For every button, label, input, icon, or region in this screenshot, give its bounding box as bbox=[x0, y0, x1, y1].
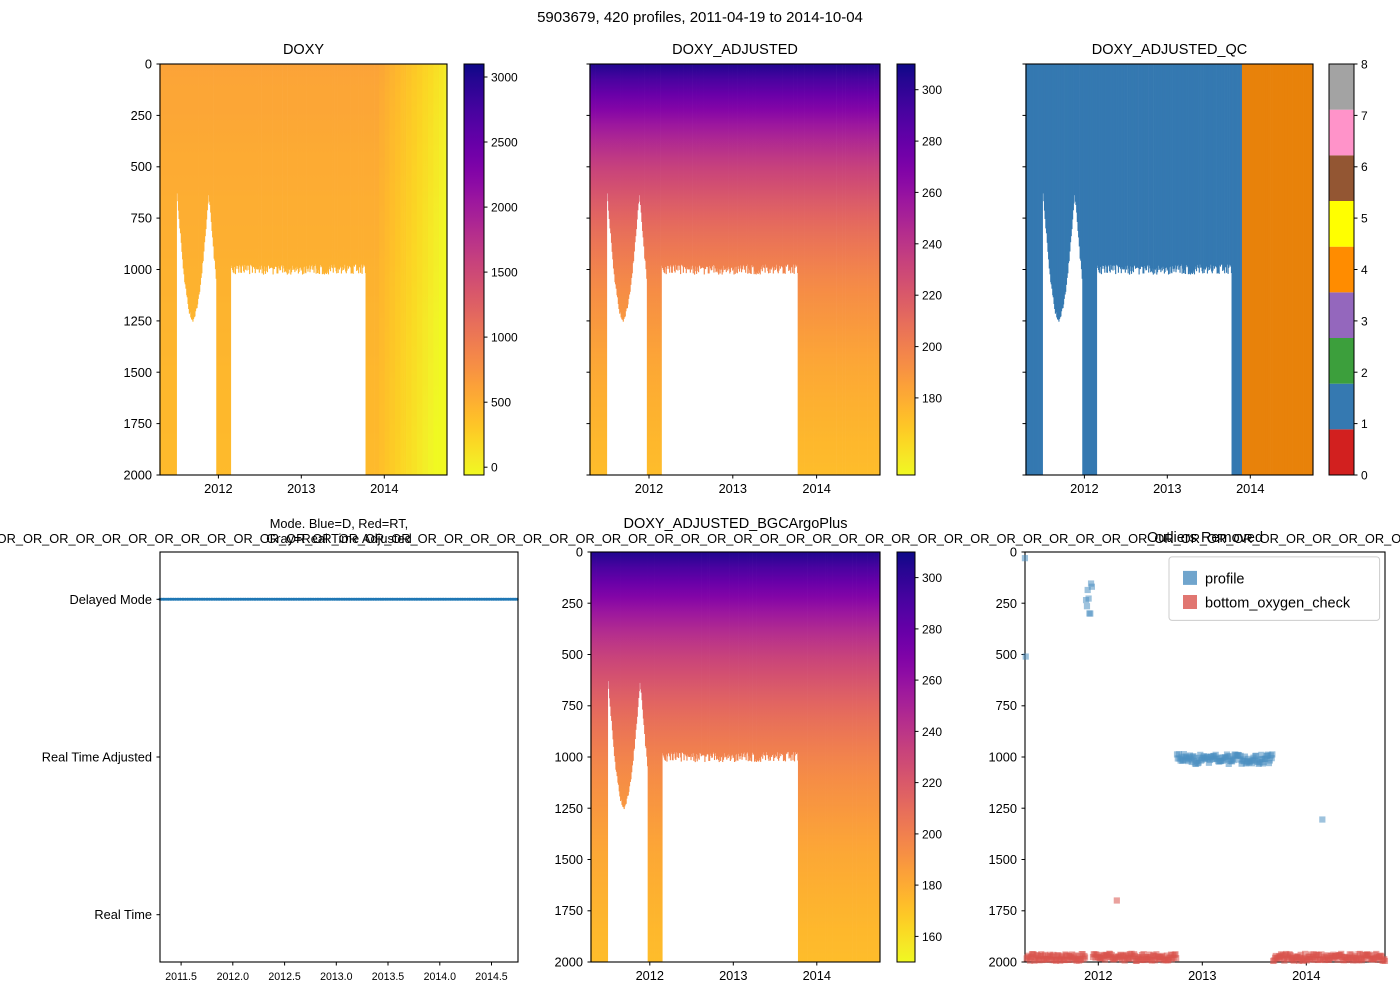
svg-text:750: 750 bbox=[562, 698, 583, 713]
svg-text:2014.0: 2014.0 bbox=[424, 971, 457, 983]
svg-text:260: 260 bbox=[922, 674, 942, 688]
svg-text:2014: 2014 bbox=[802, 481, 830, 496]
svg-text:2011.5: 2011.5 bbox=[165, 971, 197, 983]
svg-text:2012.0: 2012.0 bbox=[217, 971, 250, 983]
svg-text:1500: 1500 bbox=[124, 365, 152, 380]
svg-text:DOXY: DOXY bbox=[283, 42, 324, 58]
svg-text:2012: 2012 bbox=[1070, 481, 1098, 496]
svg-text:500: 500 bbox=[491, 396, 511, 410]
svg-text:3000: 3000 bbox=[491, 71, 518, 85]
svg-text:250: 250 bbox=[562, 596, 583, 611]
svg-text:180: 180 bbox=[922, 879, 942, 893]
svg-text:Delayed Mode: Delayed Mode bbox=[69, 592, 152, 607]
svg-text:2014: 2014 bbox=[803, 968, 831, 983]
svg-text:250: 250 bbox=[996, 596, 1017, 611]
svg-text:Real Time Adjusted: Real Time Adjusted bbox=[42, 750, 152, 765]
svg-text:750: 750 bbox=[131, 211, 152, 226]
svg-text:7: 7 bbox=[1361, 109, 1368, 123]
svg-text:2014: 2014 bbox=[1236, 481, 1264, 496]
svg-text:1: 1 bbox=[1361, 417, 1368, 431]
svg-text:1000: 1000 bbox=[124, 262, 152, 277]
svg-text:6: 6 bbox=[1361, 160, 1368, 174]
svg-text:280: 280 bbox=[922, 135, 942, 149]
svg-text:0: 0 bbox=[145, 57, 152, 72]
svg-text:2013: 2013 bbox=[1153, 481, 1181, 496]
svg-text:2013: 2013 bbox=[719, 968, 747, 983]
svg-text:1000: 1000 bbox=[989, 750, 1017, 765]
svg-text:280: 280 bbox=[922, 622, 942, 636]
svg-text:1500: 1500 bbox=[555, 852, 583, 867]
svg-text:_OR_OR_OR_OR_OR_OR_OR_OR_OR_OR: _OR_OR_OR_OR_OR_OR_OR_OR_OR_OR_OR_OR_OR_… bbox=[0, 531, 1400, 546]
svg-text:1250: 1250 bbox=[124, 313, 152, 328]
svg-text:DOXY_ADJUSTED: DOXY_ADJUSTED bbox=[672, 42, 798, 58]
svg-text:profile: profile bbox=[1205, 571, 1245, 587]
svg-text:160: 160 bbox=[922, 930, 942, 944]
svg-text:4: 4 bbox=[1361, 263, 1368, 277]
svg-text:2012: 2012 bbox=[204, 481, 232, 496]
svg-text:5: 5 bbox=[1361, 212, 1368, 226]
svg-text:8: 8 bbox=[1361, 58, 1368, 72]
svg-text:500: 500 bbox=[562, 647, 583, 662]
svg-text:240: 240 bbox=[922, 725, 942, 739]
svg-text:Real Time: Real Time bbox=[94, 907, 152, 922]
svg-text:2013: 2013 bbox=[1188, 968, 1216, 983]
svg-text:1250: 1250 bbox=[555, 801, 583, 816]
svg-text:1000: 1000 bbox=[555, 750, 583, 765]
svg-text:220: 220 bbox=[922, 289, 942, 303]
svg-text:1250: 1250 bbox=[989, 801, 1017, 816]
svg-text:0: 0 bbox=[491, 461, 498, 475]
svg-text:5903679, 420 profiles, 2011-04: 5903679, 420 profiles, 2011-04-19 to 201… bbox=[537, 9, 863, 26]
svg-text:2000: 2000 bbox=[555, 955, 583, 970]
svg-text:1000: 1000 bbox=[491, 331, 518, 345]
svg-text:220: 220 bbox=[922, 776, 942, 790]
svg-text:1750: 1750 bbox=[989, 903, 1017, 918]
svg-text:0: 0 bbox=[1361, 469, 1368, 483]
svg-text:DOXY_ADJUSTED_BGCArgoPlus: DOXY_ADJUSTED_BGCArgoPlus bbox=[623, 516, 847, 532]
svg-text:2014.5: 2014.5 bbox=[475, 971, 508, 983]
svg-text:2013: 2013 bbox=[287, 481, 315, 496]
svg-text:200: 200 bbox=[922, 827, 942, 841]
svg-text:1750: 1750 bbox=[555, 903, 583, 918]
svg-text:300: 300 bbox=[922, 83, 942, 97]
svg-text:DOXY_ADJUSTED_QC: DOXY_ADJUSTED_QC bbox=[1092, 42, 1248, 58]
svg-text:1750: 1750 bbox=[124, 416, 152, 431]
svg-text:3: 3 bbox=[1361, 314, 1368, 328]
svg-text:2012: 2012 bbox=[635, 481, 663, 496]
svg-text:2012: 2012 bbox=[1084, 968, 1112, 983]
svg-text:2000: 2000 bbox=[124, 468, 152, 483]
svg-text:300: 300 bbox=[922, 571, 942, 585]
svg-text:2014: 2014 bbox=[1292, 968, 1320, 983]
svg-text:2013.5: 2013.5 bbox=[372, 971, 405, 983]
svg-text:2012.5: 2012.5 bbox=[268, 971, 301, 983]
svg-text:2013.0: 2013.0 bbox=[320, 971, 353, 983]
svg-text:2: 2 bbox=[1361, 366, 1368, 380]
svg-text:2012: 2012 bbox=[636, 968, 664, 983]
svg-text:240: 240 bbox=[922, 237, 942, 251]
svg-text:1500: 1500 bbox=[989, 852, 1017, 867]
svg-text:2500: 2500 bbox=[491, 136, 518, 150]
svg-text:0: 0 bbox=[1010, 545, 1017, 560]
svg-text:2013: 2013 bbox=[719, 481, 747, 496]
svg-text:180: 180 bbox=[922, 391, 942, 405]
svg-text:500: 500 bbox=[996, 647, 1017, 662]
svg-text:0: 0 bbox=[576, 545, 583, 560]
svg-text:2014: 2014 bbox=[370, 481, 398, 496]
svg-text:200: 200 bbox=[922, 340, 942, 354]
svg-text:750: 750 bbox=[996, 698, 1017, 713]
svg-text:250: 250 bbox=[131, 108, 152, 123]
svg-text:Mode. Blue=D, Red=RT,: Mode. Blue=D, Red=RT, bbox=[270, 516, 408, 531]
svg-text:2000: 2000 bbox=[491, 201, 518, 215]
svg-text:2000: 2000 bbox=[989, 955, 1017, 970]
svg-text:bottom_oxygen_check: bottom_oxygen_check bbox=[1205, 596, 1351, 612]
svg-text:500: 500 bbox=[131, 159, 152, 174]
svg-text:260: 260 bbox=[922, 186, 942, 200]
svg-text:1500: 1500 bbox=[491, 266, 518, 280]
